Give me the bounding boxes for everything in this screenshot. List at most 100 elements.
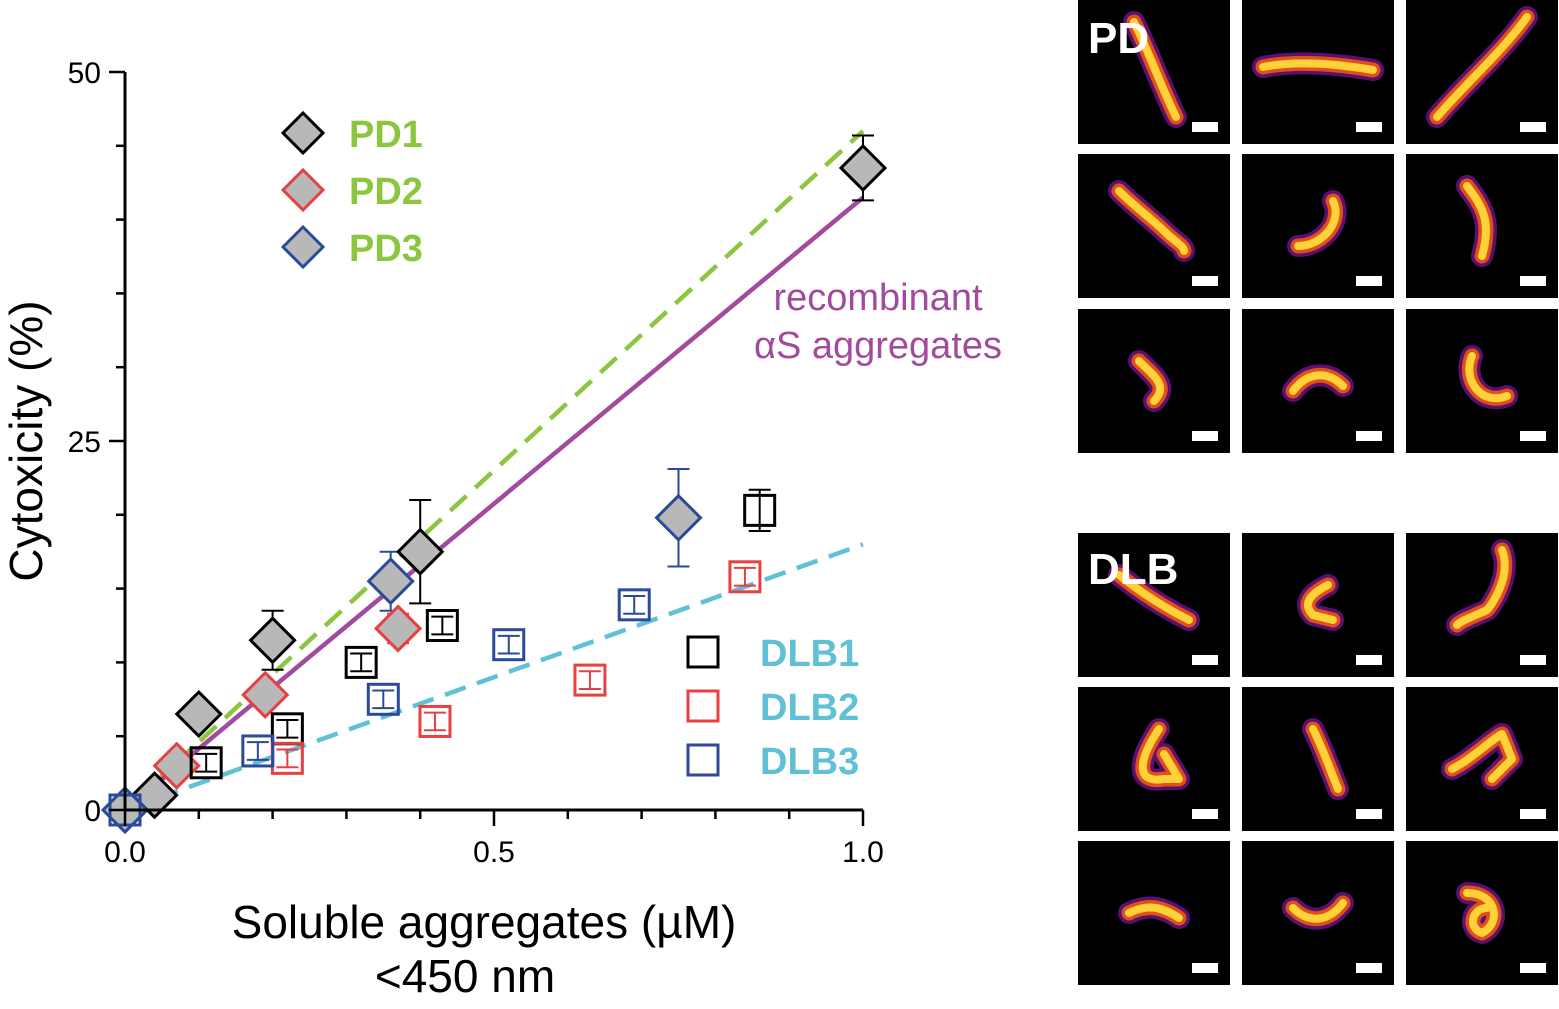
micrograph-tile <box>1078 309 1230 453</box>
micrograph-tile <box>1406 687 1558 831</box>
scale-bar <box>1356 122 1382 132</box>
aggregate-core <box>1259 59 1377 74</box>
fit-line <box>124 542 864 813</box>
point-dlb3 <box>492 628 526 662</box>
point-pd1 <box>248 616 297 665</box>
legend-marker-dlb2 <box>686 689 720 723</box>
y-tick-label: 25 <box>68 426 101 459</box>
aggregate-core <box>1448 730 1516 783</box>
micrograph-tile <box>1078 841 1230 985</box>
aggregate-core <box>1433 13 1531 121</box>
scale-bar <box>1356 809 1382 819</box>
x-tick-label: 0.5 <box>473 836 515 869</box>
legend-label-pd2: PD2 <box>349 171 423 213</box>
aggregate-core <box>1289 371 1347 395</box>
micrograph-tile <box>1406 309 1558 453</box>
data-markers <box>100 143 888 835</box>
scale-bar <box>1192 655 1218 665</box>
y-tick-label: 0 <box>84 795 101 828</box>
scale-bar <box>1520 655 1546 665</box>
micrograph-tile <box>1242 687 1394 831</box>
scale-bar <box>1192 276 1218 286</box>
legend-dlb: DLB1 DLB2 DLB3 <box>686 633 859 783</box>
aggregate-core <box>1463 182 1490 260</box>
tile-background <box>1242 154 1394 298</box>
annotation-line-1: recombinant <box>773 277 983 319</box>
micrograph-tile <box>1078 0 1230 144</box>
point-dlb2 <box>728 560 762 594</box>
legend-marker-dlb1 <box>686 635 720 669</box>
axis-ticks <box>109 70 865 826</box>
micrograph-tile <box>1406 533 1558 677</box>
micrograph-tile <box>1406 841 1558 985</box>
scale-bar <box>1192 809 1218 819</box>
micrograph-tile <box>1078 154 1230 298</box>
aggregate-core <box>1453 546 1509 629</box>
micrograph-tile <box>1406 0 1558 144</box>
tick-labels: 0.0 0.5 1.0 0 25 50 <box>68 57 884 869</box>
micrograph-tile <box>1242 533 1394 677</box>
point-dlb3 <box>241 734 275 768</box>
x-tick-label: 0.0 <box>104 836 146 869</box>
scale-bar <box>1520 809 1546 819</box>
scale-bar <box>1520 431 1546 441</box>
legend-marker-pd1 <box>280 110 326 156</box>
point-pd2 <box>241 670 290 719</box>
scale-bar <box>1520 963 1546 973</box>
point-pd2 <box>373 604 423 653</box>
legend-pd: PD1 PD2 PD3 <box>280 110 423 270</box>
panel-label-pd: PD <box>1088 14 1149 63</box>
legend-marker-pd2 <box>280 167 326 213</box>
x-axis-label-line2: <450 nm <box>375 950 555 1002</box>
micrograph-tile <box>1242 309 1394 453</box>
legend-label-pd3: PD3 <box>349 228 423 270</box>
legend-marker-pd3 <box>280 224 326 270</box>
x-axis-label: Soluble aggregates (µM) <box>232 896 737 948</box>
micrograph-tile <box>1242 154 1394 298</box>
y-axis-label: Cytoxicity (%) <box>0 300 52 581</box>
point-dlb1 <box>344 645 378 679</box>
point-dlb1 <box>743 493 777 527</box>
scale-bar <box>1356 431 1382 441</box>
scale-bar <box>1192 431 1218 441</box>
scale-bar <box>1356 963 1382 973</box>
point-pd3 <box>654 493 703 542</box>
aggregate-core <box>1138 725 1183 784</box>
legend-label-dlb1: DLB1 <box>760 633 859 675</box>
x-tick-label: 1.0 <box>842 836 884 869</box>
aggregate-core <box>1130 18 1180 121</box>
point-dlb3 <box>617 588 651 622</box>
point-dlb2 <box>418 704 452 738</box>
aggregate-core <box>1309 725 1342 793</box>
aggregate-core <box>1289 899 1347 923</box>
point-dlb1 <box>189 746 223 780</box>
legend-marker-dlb3 <box>686 743 720 777</box>
micrograph-tile <box>1242 841 1394 985</box>
scale-bar <box>1356 655 1382 665</box>
point-pd1 <box>174 689 223 739</box>
scale-bar <box>1356 276 1382 286</box>
annotation-line-2: αS aggregates <box>754 325 1002 367</box>
legend-label-dlb3: DLB3 <box>760 741 859 783</box>
aggregate-core <box>1115 571 1193 624</box>
fit-line <box>123 129 865 812</box>
micrograph-tile <box>1406 154 1558 298</box>
point-dlb3 <box>366 682 400 716</box>
aggregate-core <box>1125 903 1183 922</box>
point-dlb1 <box>425 609 459 642</box>
panel-label-dlb: DLB <box>1088 545 1178 594</box>
scatter-chart: 0.0 0.5 1.0 0 25 50 Soluble aggregates (µM) <… <box>0 57 1002 1002</box>
scale-bar <box>1520 276 1546 286</box>
aggregate-core <box>1135 357 1165 405</box>
point-pd3 <box>366 557 415 606</box>
point-pd1 <box>838 143 888 193</box>
legend-label-pd1: PD1 <box>349 114 423 156</box>
y-tick-label: 50 <box>68 57 101 90</box>
aggregate-core <box>1465 352 1511 403</box>
micrograph-tile <box>1242 0 1394 144</box>
micrograph-tile <box>1078 687 1230 831</box>
legend-label-dlb2: DLB2 <box>760 687 859 729</box>
aggregate-core <box>1304 581 1337 624</box>
scale-bar <box>1520 122 1546 132</box>
